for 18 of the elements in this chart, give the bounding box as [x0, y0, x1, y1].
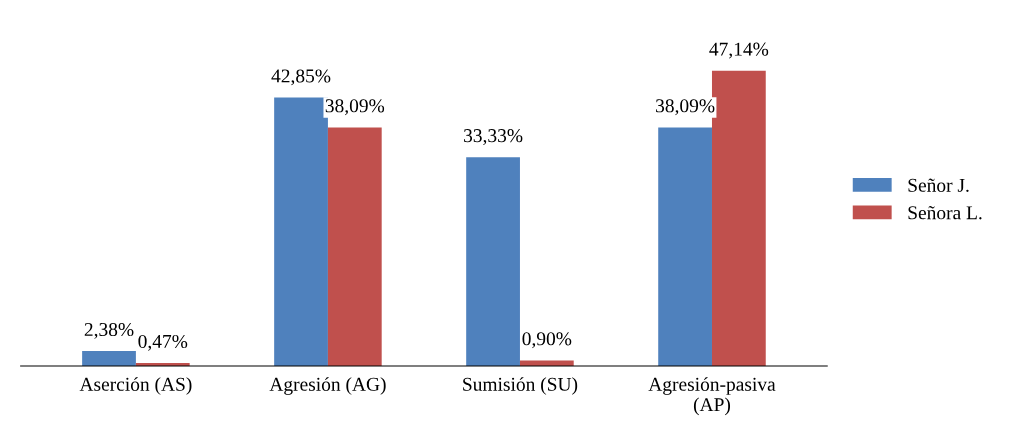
- data-label: 47,14%: [709, 42, 769, 59]
- bar: [466, 157, 520, 367]
- data-label: 0,47%: [138, 334, 188, 351]
- x-tick-label: Agresión (AG): [269, 377, 386, 395]
- x-tick-label: Sumisión (SU): [463, 377, 578, 395]
- x-tick-label: Aserción (AS): [79, 377, 192, 395]
- data-label: 38,09%: [325, 99, 385, 116]
- data-label: 0,90%: [522, 332, 572, 349]
- bar: [658, 127, 712, 367]
- legend-label: Señora L.: [908, 206, 982, 220]
- bar: [327, 127, 382, 367]
- data-label: 42,85%: [271, 69, 331, 86]
- data-label: 33,33%: [464, 129, 523, 145]
- data-label: 38,09%: [656, 99, 715, 116]
- x-tick-label: Agresión-pasiva (AP): [648, 377, 776, 416]
- legend-label: Señor J.: [908, 178, 969, 192]
- data-label: 2,38%: [84, 322, 134, 339]
- bar: [82, 351, 136, 367]
